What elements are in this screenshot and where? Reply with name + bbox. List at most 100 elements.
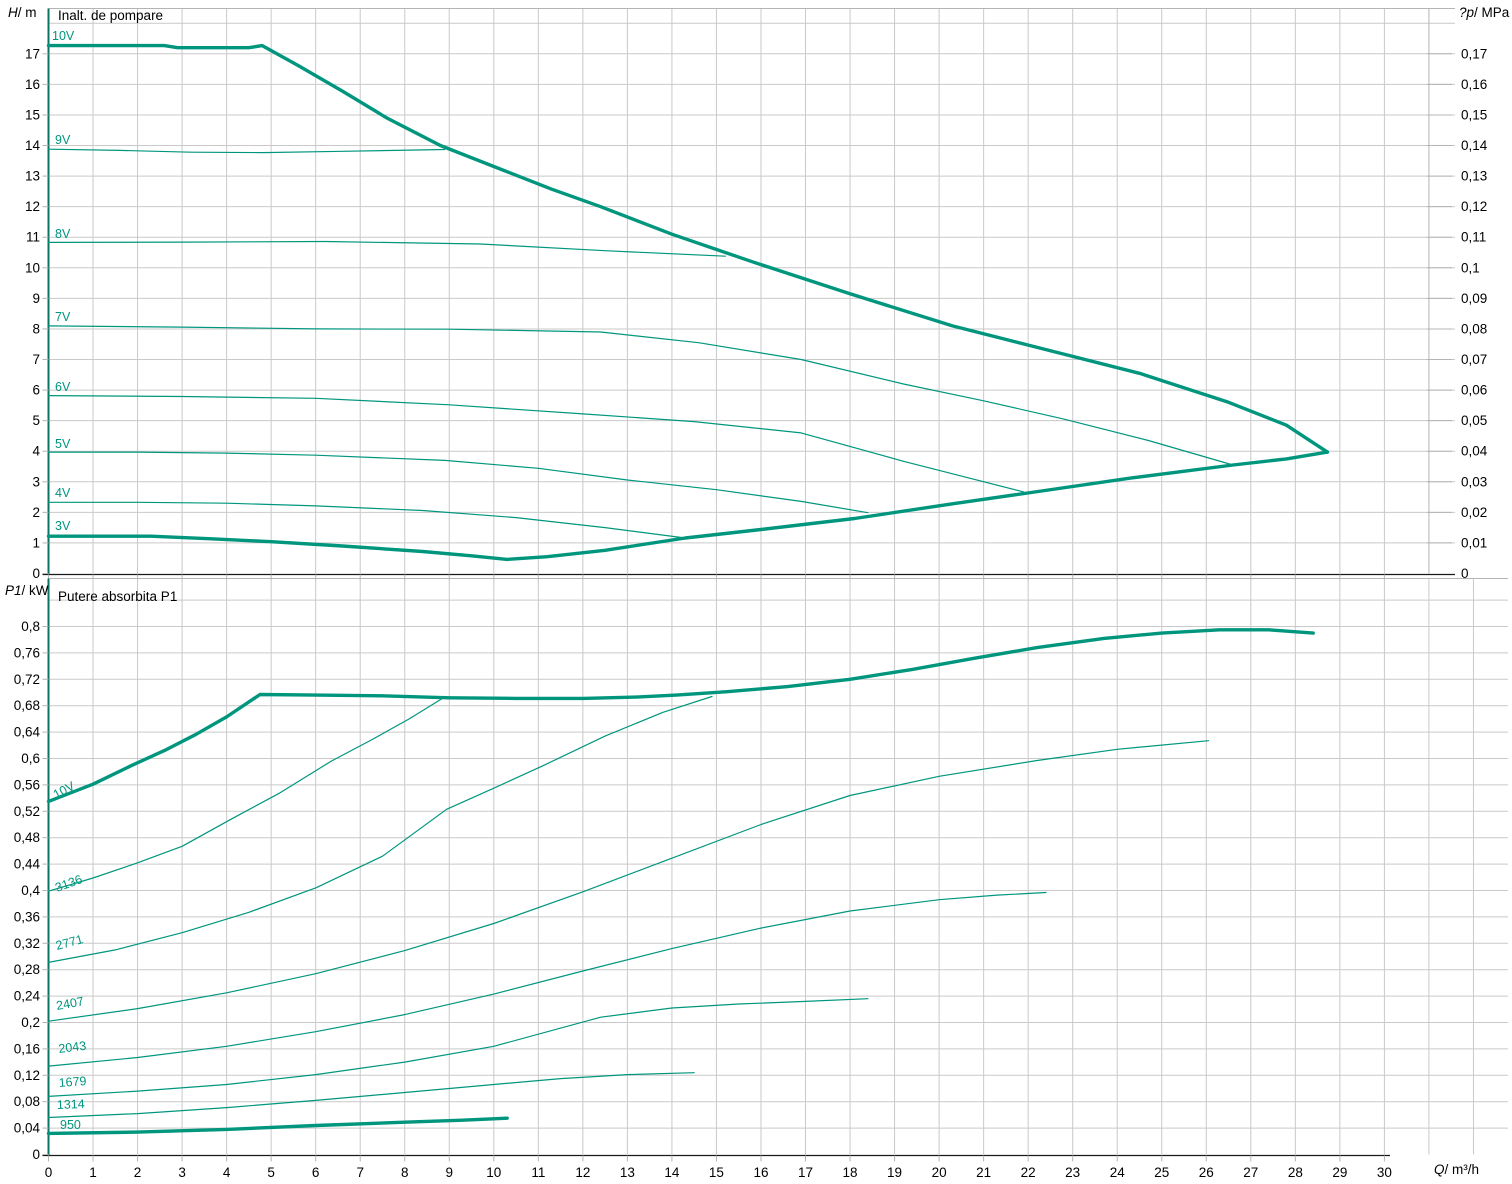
head-chart-ytick-right-label: 0,11 <box>1461 230 1486 245</box>
power-chart-xtick-label: 4 <box>223 1165 231 1180</box>
power-chart-xtick-label: 2 <box>134 1165 142 1180</box>
head-chart-ytick-label: 8 <box>32 321 40 336</box>
power-chart-xtick-label: 9 <box>446 1165 454 1180</box>
head-chart-curve-3V <box>46 450 1330 562</box>
power-chart-ytick-label: 0,56 <box>14 777 40 792</box>
power-chart-ytick-label: 0,28 <box>14 962 40 977</box>
power-chart-ytick-label: 0,8 <box>21 619 40 634</box>
power-chart-curve-1679 <box>47 998 869 1097</box>
head-chart-ytick-label: 13 <box>25 169 40 184</box>
power-chart-xtick-label: 1 <box>89 1165 97 1180</box>
power-chart-curve-950 <box>46 1116 509 1136</box>
power-chart-ytick-label: 0 <box>32 1147 40 1162</box>
power-chart-xtick-label: 30 <box>1377 1165 1392 1180</box>
power-chart-xtick-label: 3 <box>178 1165 186 1180</box>
head-chart-ytick-right-label: 0,02 <box>1461 505 1487 520</box>
head-symbol: H <box>8 5 18 20</box>
pressure-symbol: ?p <box>1459 5 1475 20</box>
head-chart-ytick-right-label: 0,16 <box>1461 77 1487 92</box>
power-chart-xtick-label: 17 <box>798 1165 813 1180</box>
power-chart-ytick-label: 0,2 <box>21 1015 40 1030</box>
power-chart-xtick-label: 13 <box>620 1165 635 1180</box>
power-chart-xtick-label: 8 <box>401 1165 409 1180</box>
power-chart-curve-label-950: 950 <box>60 1118 81 1132</box>
flow-unit: / m³/h <box>1444 1162 1480 1177</box>
head-chart-ytick-label: 1 <box>32 535 40 550</box>
power-chart-xtick-label: 20 <box>932 1165 947 1180</box>
head-chart-curve-8V <box>47 240 726 257</box>
power-chart-xtick-label: 14 <box>664 1165 680 1180</box>
power-chart-xtick-label: 24 <box>1110 1165 1126 1180</box>
power-chart-xtick-label: 29 <box>1332 1165 1347 1180</box>
power-chart-ytick-label: 0,36 <box>14 909 40 924</box>
power-chart-ytick-label: 0,44 <box>14 857 41 872</box>
head-chart-ytick-right-label: 0,15 <box>1461 107 1487 122</box>
power-chart-ytick-label: 0,04 <box>14 1121 41 1136</box>
head-chart-ytick-right-label: 0,01 <box>1461 535 1487 550</box>
power-chart-xtick-label: 15 <box>709 1165 724 1180</box>
head-chart-ytick-label: 7 <box>32 352 40 367</box>
head-chart-curve-label-7V: 7V <box>55 310 71 324</box>
power-chart-ytick-label: 0,16 <box>14 1041 40 1056</box>
head-chart-ytick-label: 3 <box>32 474 40 489</box>
power-chart-xtick-label: 21 <box>976 1165 991 1180</box>
head-chart-curve-9V <box>47 148 446 154</box>
head-chart-curve-label-9V: 9V <box>55 133 71 147</box>
head-chart-curve-label-6V: 6V <box>55 380 71 394</box>
head-chart-ytick-label: 4 <box>32 444 40 459</box>
power-chart-xtick-label: 12 <box>575 1165 590 1180</box>
head-chart-ytick-right-label: 0 <box>1461 566 1469 581</box>
head-chart-ytick-right-label: 0,1 <box>1461 260 1480 275</box>
head-chart-ytick-right-label: 0,03 <box>1461 474 1487 489</box>
power-chart-ytick-label: 0,24 <box>14 989 41 1004</box>
power-chart-ytick-label: 0,48 <box>14 830 40 845</box>
power-chart-xtick-label: 27 <box>1243 1165 1258 1180</box>
power-chart-ytick-label: 0,12 <box>14 1068 40 1083</box>
power-chart-xtick-label: 25 <box>1154 1165 1169 1180</box>
head-chart-ytick-right-label: 0,08 <box>1461 321 1487 336</box>
power-chart-xtick-label: 10 <box>486 1165 501 1180</box>
head-chart-curve-label-3V: 3V <box>55 519 71 533</box>
power-chart-ytick-label: 0,08 <box>14 1094 40 1109</box>
head-chart-ytick-label: 0 <box>32 566 40 581</box>
power-chart-curve-label-1679: 1679 <box>58 1074 87 1090</box>
head-chart-ytick-right-label: 0,13 <box>1461 169 1487 184</box>
head-chart-ytick-right-label: 0,12 <box>1461 199 1487 214</box>
power-chart-curve-3136 <box>47 697 445 892</box>
power-symbol: P1 <box>5 583 22 598</box>
power-chart-xtick-label: 7 <box>356 1165 364 1180</box>
power-chart-ytick-label: 0,6 <box>21 751 40 766</box>
power-chart-curve-2771 <box>47 695 713 963</box>
head-chart-ytick-label: 5 <box>32 413 40 428</box>
bottom-chart-title: Putere absorbita P1 <box>58 589 178 604</box>
head-chart-ytick-label: 14 <box>25 138 41 153</box>
bottom-left-axis-title: P1/ kW <box>5 583 49 599</box>
head-chart-ytick-label: 12 <box>25 199 40 214</box>
power-chart-curve-1314 <box>47 1072 695 1119</box>
pressure-unit: / MPa <box>1474 5 1510 20</box>
head-chart-curve-label-10V: 10V <box>52 29 75 43</box>
head-chart-ytick-right-label: 0,07 <box>1461 352 1487 367</box>
power-chart-curve-label-10V: 10V <box>51 779 78 802</box>
power-chart-ytick-label: 0,4 <box>21 883 40 898</box>
power-unit: / kW <box>21 583 49 598</box>
head-chart-ytick-right-label: 0,04 <box>1461 444 1488 459</box>
power-chart-xtick-label: 28 <box>1288 1165 1303 1180</box>
head-chart-ytick-right-label: 0,17 <box>1461 46 1487 61</box>
head-chart-ytick-right-label: 0,06 <box>1461 383 1487 398</box>
head-chart-ytick-label: 2 <box>32 505 40 520</box>
power-chart-xtick-label: 19 <box>887 1165 902 1180</box>
flow-symbol: Q <box>1434 1162 1445 1177</box>
head-chart-curve-4V <box>47 501 686 539</box>
power-chart-curve-10V <box>46 628 1315 804</box>
head-chart-ytick-label: 16 <box>25 77 40 92</box>
top-left-axis-title: H/ m <box>8 5 37 21</box>
power-chart-xtick-label: 26 <box>1199 1165 1214 1180</box>
power-chart-curve-2043 <box>47 891 1047 1067</box>
power-chart-xtick-label: 11 <box>531 1165 545 1180</box>
power-chart-xtick-label: 23 <box>1065 1165 1080 1180</box>
head-unit: / m <box>17 5 37 20</box>
head-chart-curve-label-4V: 4V <box>55 486 71 500</box>
